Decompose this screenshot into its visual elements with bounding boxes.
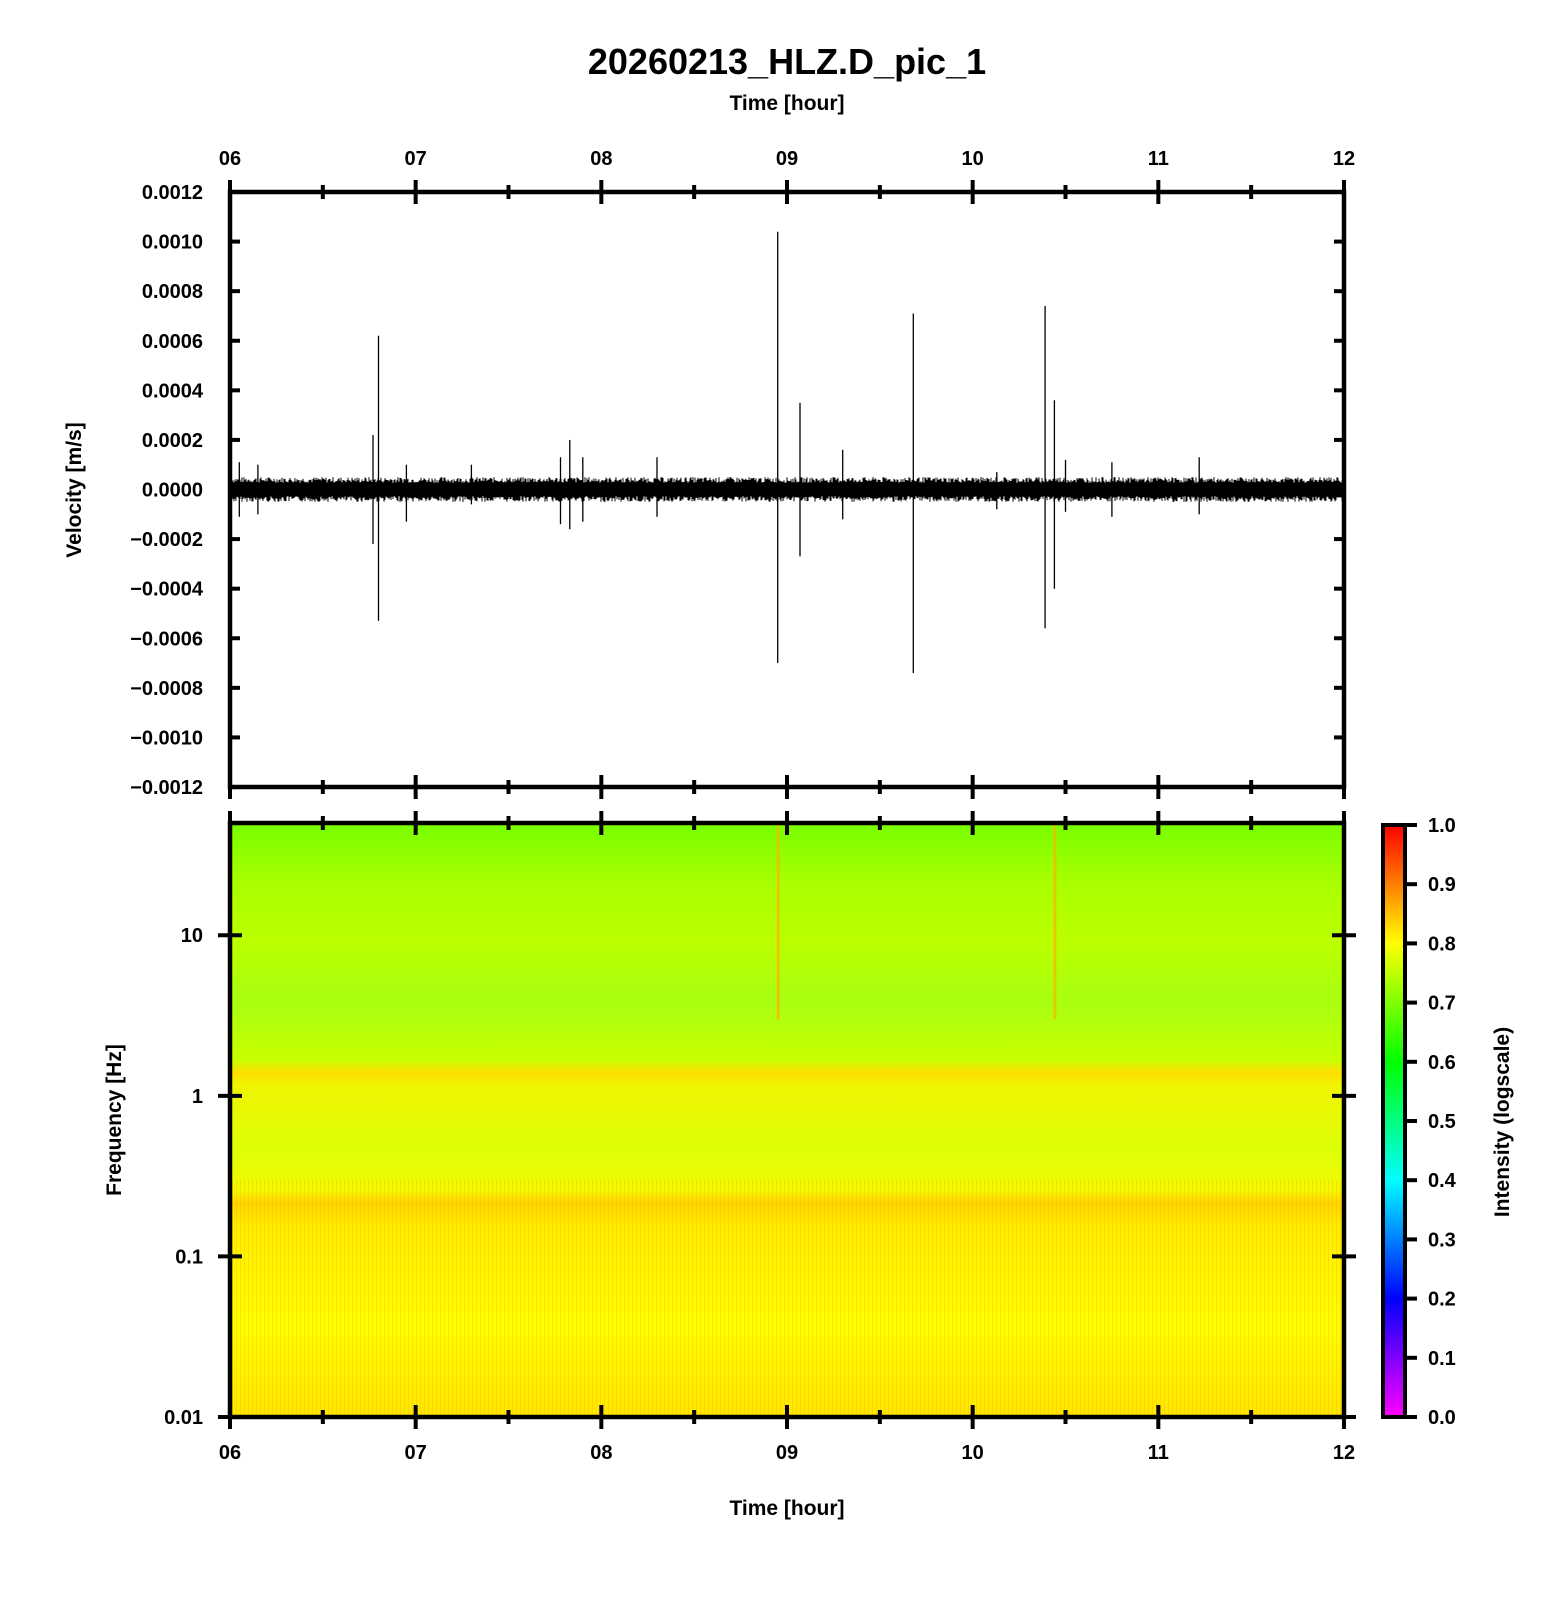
spectrogram-x-axis-title: Time [hour] [729, 1497, 844, 1520]
y-tick-label: 0.0002 [142, 430, 203, 452]
x-tick-label: 11 [1148, 1442, 1169, 1464]
y-tick-label: 0.0010 [142, 232, 203, 254]
colorbar: 1.0 0.9 0.8 0.7 0.6 0.5 0.4 0.3 0.2 0.1 0.0 Intens… [1381, 815, 1514, 1429]
y-tick-label: −0.0006 [130, 628, 203, 650]
x-tick-label: 09 [776, 148, 798, 170]
x-tick-label: 07 [405, 148, 427, 170]
colorbar-title: Intensity (logscale) [1491, 1027, 1514, 1217]
x-tick-label: 10 [962, 1442, 984, 1464]
y-tick-label: 1 [192, 1086, 203, 1108]
top-x-axis-title: Time [hour] [729, 92, 844, 115]
colorbar-tick-label: 0.4 [1428, 1170, 1457, 1192]
spectrogram-y-ticks: 10 1 0.1 0.01 [164, 925, 1356, 1429]
x-tick-label: 09 [776, 1442, 798, 1464]
waveform-y-axis-title: Velocity [m/s] [63, 422, 86, 557]
y-tick-label: −0.0008 [130, 678, 203, 700]
chart-title: 20260213_HLZ.D_pic_1 [588, 41, 986, 82]
colorbar-ticks: 1.0 0.9 0.8 0.7 0.6 0.5 0.4 0.3 0.2 0.1 0.0 [1405, 815, 1457, 1429]
x-tick-label: 06 [219, 1442, 241, 1464]
waveform-y-ticks: 0.0012 0.0010 0.0008 0.0006 0.0004 0.0002 0.00… [130, 182, 1344, 799]
y-tick-label: −0.0010 [130, 727, 203, 749]
y-tick-label: −0.0012 [130, 777, 203, 799]
spectrogram-panel: 06 07 08 09 10 11 12 10 1 0.1 0.01 Time [hour] Fr… [103, 811, 1356, 1520]
colorbar-tick-label: 0.3 [1428, 1229, 1456, 1251]
colorbar-tick-label: 0.0 [1428, 1407, 1456, 1429]
spectrogram-x-ticks: 06 07 08 09 10 11 12 [219, 811, 1355, 1464]
x-tick-label: 08 [590, 1442, 612, 1464]
colorbar-gradient [1381, 823, 1407, 1419]
spectrogram-texture [230, 1180, 1344, 1417]
y-tick-label: −0.0004 [130, 579, 204, 601]
x-tick-label: 10 [962, 148, 984, 170]
spectrogram-y-axis-title: Frequency [Hz] [103, 1044, 126, 1196]
colorbar-tick-label: 0.9 [1428, 874, 1456, 896]
y-tick-label: 0.0000 [142, 480, 203, 502]
y-tick-label: 0.0006 [142, 331, 203, 353]
colorbar-tick-label: 0.2 [1428, 1289, 1456, 1311]
x-tick-label: 08 [590, 148, 612, 170]
spectrogram-transient-line [1053, 823, 1057, 1020]
x-tick-label: 12 [1333, 1442, 1355, 1464]
waveform-panel: 06 07 08 09 10 11 12 0.00120.00100.00080.00060… [63, 148, 1355, 799]
y-tick-label: 0.0012 [142, 182, 203, 204]
y-tick-label: 0.01 [164, 1407, 203, 1429]
x-tick-label: 07 [405, 1442, 427, 1464]
colorbar-tick-label: 0.8 [1428, 933, 1456, 955]
waveform-plot-area [230, 231, 1344, 673]
colorbar-tick-label: 1.0 [1428, 815, 1456, 837]
waveform-x-ticks: 06 07 08 09 10 11 12 [219, 148, 1355, 799]
y-tick-label: 10 [181, 925, 203, 947]
x-tick-label: 12 [1333, 148, 1355, 170]
spectrogram-transients [776, 823, 1057, 1020]
colorbar-tick-label: 0.6 [1428, 1052, 1456, 1074]
colorbar-tick-label: 0.7 [1428, 993, 1456, 1015]
y-tick-label: 0.0008 [142, 281, 203, 303]
y-tick-label: −0.0002 [130, 529, 203, 551]
y-tick-label: 0.0004 [142, 380, 204, 402]
x-tick-label: 06 [219, 148, 241, 170]
spectrogram-transient-line [776, 823, 780, 1020]
colorbar-tick-label: 0.1 [1428, 1348, 1456, 1370]
spectrogram-plot-area [230, 823, 1344, 1417]
y-tick-label: 0.1 [175, 1246, 203, 1268]
waveform-trace [230, 477, 1344, 502]
x-tick-label: 11 [1148, 148, 1169, 170]
colorbar-tick-label: 0.5 [1428, 1111, 1456, 1133]
